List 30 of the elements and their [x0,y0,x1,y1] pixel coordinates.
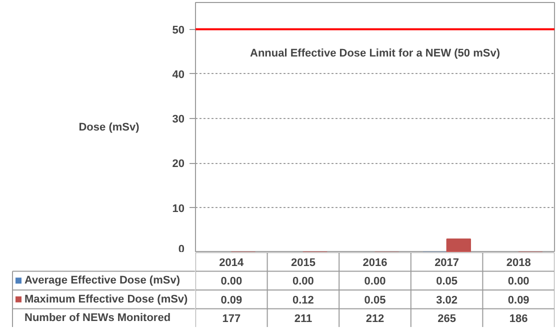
text: 211 [294,313,312,326]
ref-line-label: Annual Effective Dose Limit for a NEW (50 mSv) [250,47,500,60]
x-tick-label: 2015 [290,256,316,269]
legend-label: Maximum Effective Dose (mSv) [24,293,188,306]
data-label: 0.05 [436,276,458,288]
y-axis-title: Dose (mSv) [78,122,140,134]
text: 212 [366,313,384,326]
data-label: 0.00 [220,276,242,288]
legend-label: Average Effective Dose (mSv) [24,274,180,287]
text: 265 [438,313,456,326]
x-tick-label: 2016 [362,256,388,269]
data-label: 0.05 [364,294,386,306]
y-tick-label: 20 [172,158,185,170]
data-label: 0.09 [508,294,530,306]
x-tick-label: 2017 [434,256,460,269]
text: 177 [222,313,241,326]
data-label: 0.00 [292,276,314,288]
data-label: 0.12 [292,294,314,306]
y-tick-label: 30 [172,114,185,126]
y-tick-label: 40 [172,68,185,81]
text: 186 [509,313,528,326]
x-tick-label: 2014 [219,256,245,269]
y-tick-label: 50 [172,24,185,36]
y-tick-label: 10 [172,202,185,215]
data-label: 0.09 [220,294,242,306]
data-label: 3.02 [436,294,458,306]
text: Number of NEWs Monitored [24,312,171,324]
data-label: 0.00 [364,276,386,288]
x-tick-label: 2018 [506,256,531,269]
data-label: 0.00 [508,276,530,288]
